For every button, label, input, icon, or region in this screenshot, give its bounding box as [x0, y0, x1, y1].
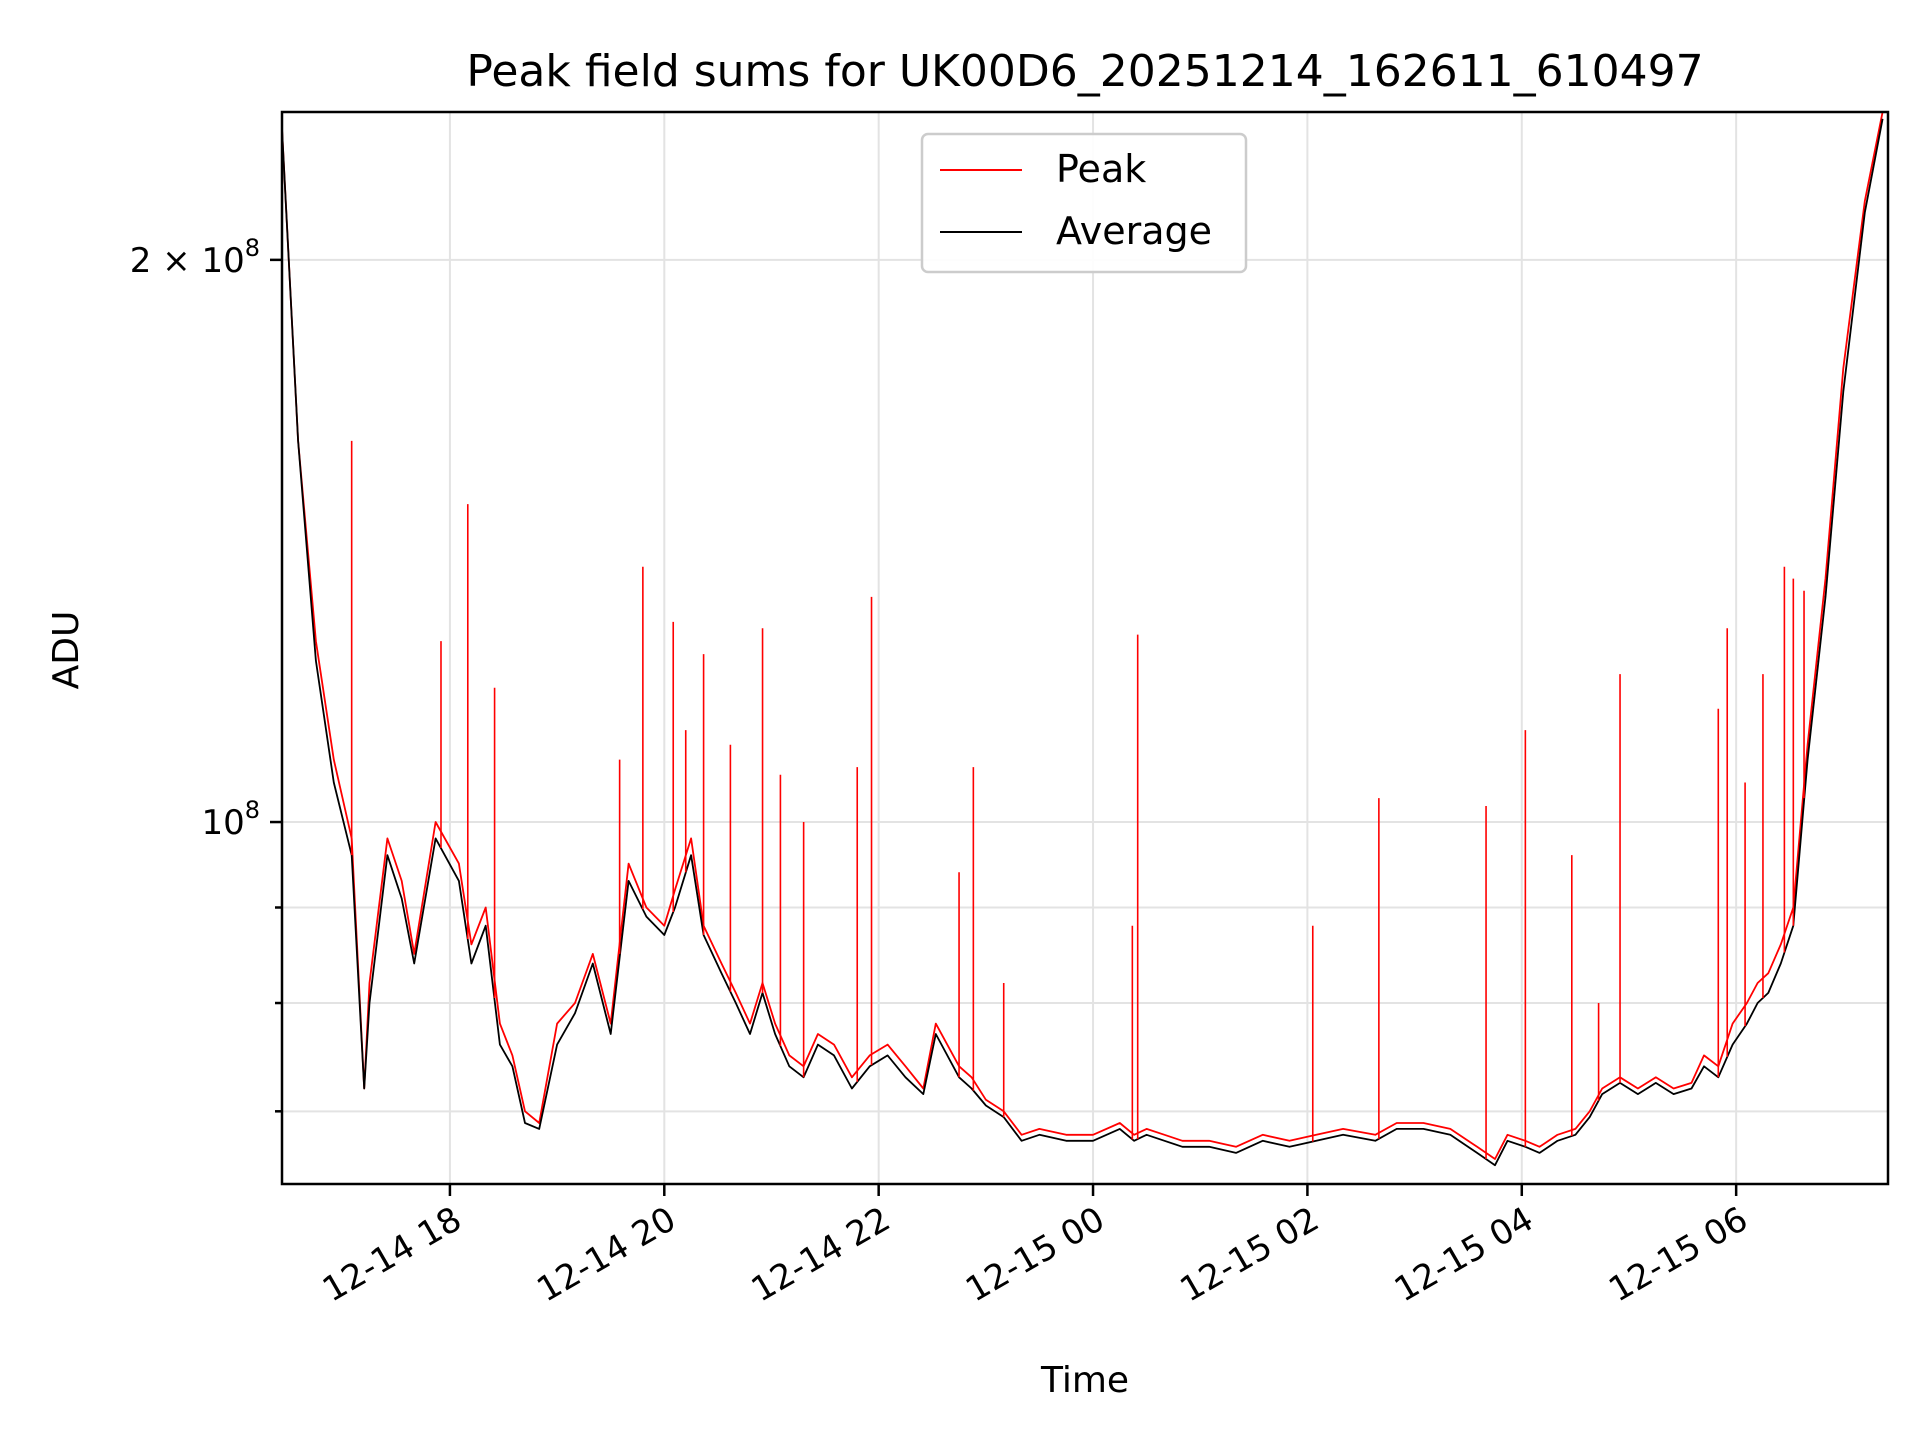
- y-tick-label-0: 108: [201, 796, 260, 843]
- legend-label-peak: Peak: [1056, 147, 1146, 191]
- series-layer: [282, 112, 1884, 1167]
- x-axis-label: Time: [1040, 1360, 1129, 1401]
- plot-frame: [280, 110, 1890, 1186]
- legend: Peak Average: [920, 132, 1248, 274]
- legend-label-average: Average: [1056, 209, 1212, 253]
- chart-title: Peak field sums for UK00D6_20251214_1626…: [466, 46, 1703, 97]
- legend-box: [920, 132, 1248, 274]
- y-tick-label-1: 2 × 108: [130, 234, 260, 281]
- y-axis-label: ADU: [46, 611, 87, 690]
